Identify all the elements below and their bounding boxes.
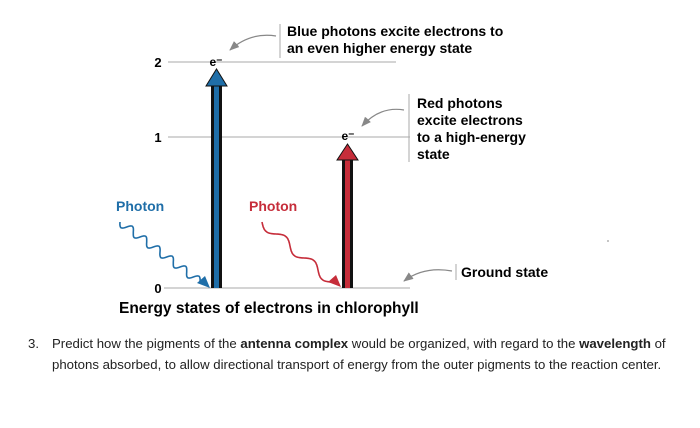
question-number: 3. (28, 336, 39, 351)
ground-pointer (403, 269, 453, 282)
blue-caption-line2: an even higher energy state (287, 40, 472, 56)
antenna-complex-term: antenna complex (240, 336, 349, 351)
level-1-label: 1 (154, 130, 161, 145)
energy-diagram: 2 1 0 e⁻ e⁻ Blue photons excite electron… (116, 23, 610, 317)
blue-caption-line1: Blue photons excite electrons to (287, 23, 503, 39)
ground-state-label: Ground state (461, 264, 548, 280)
red-caption-line4: state (417, 146, 450, 162)
red-caption-pointer (361, 108, 405, 127)
question-text: Predict how the pigments of the antenna … (52, 336, 666, 372)
red-excitation-arrow (336, 143, 359, 288)
red-caption-line2: excite electrons (417, 112, 523, 128)
blue-excitation-arrow (205, 68, 228, 288)
electron-level-2: e⁻ (209, 55, 222, 69)
diagram-title: Energy states of electrons in chlorophyl… (119, 300, 419, 317)
red-caption-line3: to a high-energy (417, 129, 526, 145)
blue-photon-wave (119, 221, 210, 288)
red-photon-wave (261, 221, 341, 287)
electron-level-1: e⁻ (341, 129, 354, 143)
blue-caption-pointer (229, 34, 277, 51)
stray-mark: ˈ (606, 238, 610, 252)
red-photon-label: Photon (249, 198, 297, 214)
level-2-label: 2 (154, 55, 161, 70)
blue-photon-label: Photon (116, 198, 164, 214)
level-0-label: 0 (154, 281, 161, 296)
wavelength-term: wavelength (579, 336, 651, 351)
red-caption-line1: Red photons (417, 95, 503, 111)
